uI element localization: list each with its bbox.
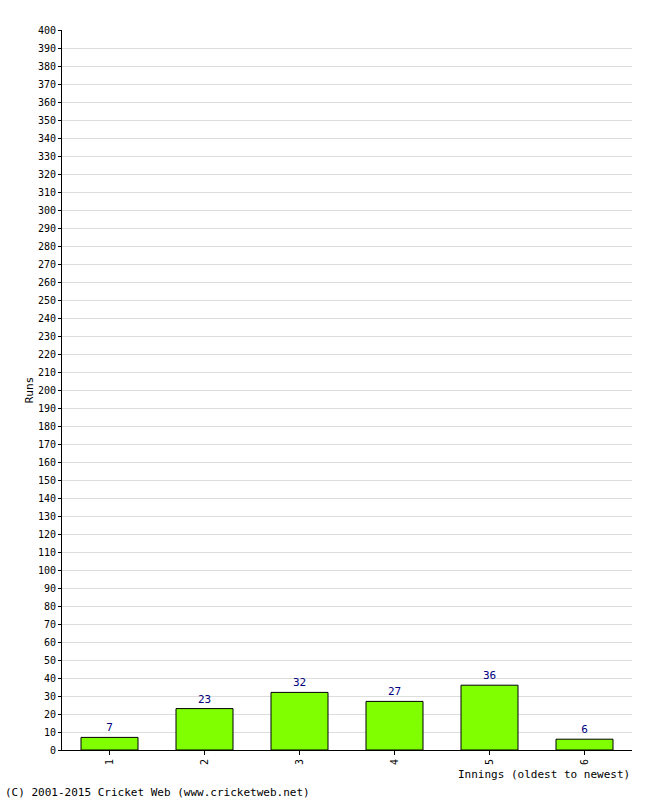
svg-text:340: 340	[38, 133, 56, 144]
svg-text:32: 32	[293, 676, 306, 689]
svg-text:2: 2	[199, 759, 210, 765]
svg-text:70: 70	[44, 619, 56, 630]
svg-text:120: 120	[38, 529, 56, 540]
svg-text:20: 20	[44, 709, 56, 720]
svg-text:390: 390	[38, 43, 56, 54]
svg-text:10: 10	[44, 727, 56, 738]
svg-text:300: 300	[38, 205, 56, 216]
svg-text:310: 310	[38, 187, 56, 198]
svg-text:7: 7	[106, 721, 113, 734]
svg-text:30: 30	[44, 691, 56, 702]
svg-text:240: 240	[38, 313, 56, 324]
svg-text:280: 280	[38, 241, 56, 252]
svg-text:1: 1	[104, 759, 115, 765]
svg-text:250: 250	[38, 295, 56, 306]
svg-text:36: 36	[483, 669, 496, 682]
svg-text:4: 4	[389, 759, 400, 765]
svg-text:400: 400	[38, 25, 56, 36]
svg-text:90: 90	[44, 583, 56, 594]
svg-text:3: 3	[294, 759, 305, 765]
svg-text:23: 23	[198, 693, 211, 706]
svg-text:150: 150	[38, 475, 56, 486]
svg-text:110: 110	[38, 547, 56, 558]
svg-text:100: 100	[38, 565, 56, 576]
svg-text:0: 0	[50, 745, 56, 756]
svg-text:60: 60	[44, 637, 56, 648]
svg-text:Innings (oldest to newest): Innings (oldest to newest)	[458, 768, 630, 781]
svg-text:(C) 2001-2015 Cricket Web (www: (C) 2001-2015 Cricket Web (www.cricketwe…	[5, 786, 310, 799]
svg-text:350: 350	[38, 115, 56, 126]
svg-text:200: 200	[38, 385, 56, 396]
svg-text:210: 210	[38, 367, 56, 378]
svg-text:160: 160	[38, 457, 56, 468]
svg-text:5: 5	[484, 759, 495, 765]
svg-text:140: 140	[38, 493, 56, 504]
svg-text:320: 320	[38, 169, 56, 180]
svg-text:6: 6	[581, 723, 588, 736]
svg-text:370: 370	[38, 79, 56, 90]
svg-text:190: 190	[38, 403, 56, 414]
svg-text:330: 330	[38, 151, 56, 162]
svg-text:80: 80	[44, 601, 56, 612]
svg-text:6: 6	[579, 759, 590, 765]
svg-text:40: 40	[44, 673, 56, 684]
svg-text:260: 260	[38, 277, 56, 288]
svg-text:170: 170	[38, 439, 56, 450]
svg-text:130: 130	[38, 511, 56, 522]
svg-text:180: 180	[38, 421, 56, 432]
svg-text:290: 290	[38, 223, 56, 234]
svg-text:360: 360	[38, 97, 56, 108]
svg-text:380: 380	[38, 61, 56, 72]
svg-text:230: 230	[38, 331, 56, 342]
svg-text:Runs: Runs	[23, 377, 36, 404]
svg-text:50: 50	[44, 655, 56, 666]
svg-text:270: 270	[38, 259, 56, 270]
svg-text:220: 220	[38, 349, 56, 360]
svg-text:27: 27	[388, 685, 401, 698]
